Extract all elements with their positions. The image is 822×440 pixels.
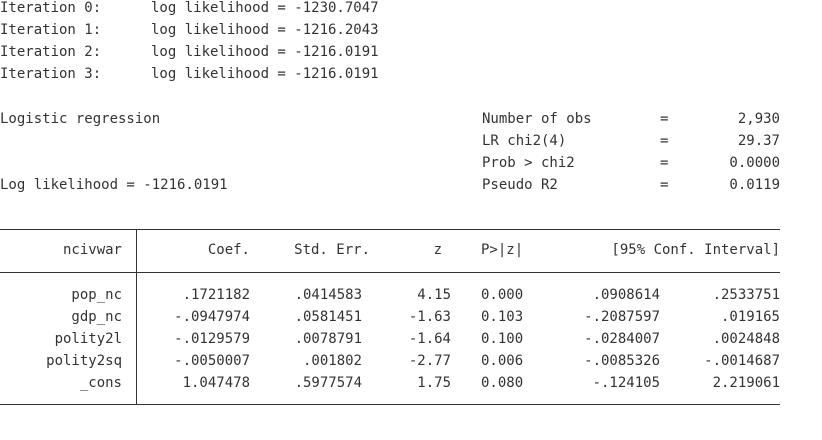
row-z: -1.63 [408,309,451,325]
stat-value-pseudor2: 0.0119 [729,177,780,193]
stat-label-lrchi2: LR chi2(4) [482,133,567,149]
table-depvar: ncivwar [62,242,122,258]
row-stderr: .0581451 [294,309,362,325]
row-coef: -.0947974 [174,309,250,325]
row-conf-high: .0024848 [712,331,780,347]
row-pvalue: 0.103 [481,309,524,325]
stat-eq-nobs: = [660,111,669,127]
row-pvalue: 0.006 [481,353,524,369]
stat-eq-probchi2: = [660,155,669,171]
row-stderr: .0078791 [294,331,362,347]
row-stderr: .5977574 [294,375,362,391]
model-title: Logistic regression [0,111,161,127]
row-var-gdp-nc: gdp_nc [71,309,122,325]
header-coef: Coef. [207,242,250,258]
stat-label-probchi2: Prob > chi2 [482,155,575,171]
iteration-3-label: Iteration 3: [0,66,102,82]
row-var-polity2sq: polity2sq [46,353,122,369]
header-conf-interval: [95% Conf. Interval] [611,242,780,258]
iteration-2-text: log likelihood = -1216.0191 [151,44,379,60]
row-conf-high: .2533751 [712,287,780,303]
row-stderr: .001802 [302,353,362,369]
stat-value-nobs: 2,930 [737,111,780,127]
row-coef: -.0129579 [174,331,250,347]
row-z: -1.64 [408,331,451,347]
row-var-cons: _cons [79,375,122,391]
table-top-rule [0,229,780,230]
row-z: 1.75 [417,375,451,391]
stat-label-nobs: Number of obs [482,111,592,127]
row-conf-low: -.0284007 [584,331,660,347]
table-divider [136,229,137,405]
stat-eq-lrchi2: = [660,133,669,149]
row-conf-high: 2.219061 [712,375,780,391]
iteration-2-label: Iteration 2: [0,44,102,60]
row-z: -2.77 [408,353,451,369]
table-bottom-rule [0,404,780,405]
row-coef: -.0050007 [174,353,250,369]
row-conf-low: -.124105 [592,375,660,391]
header-pvalue: P>|z| [481,242,524,258]
iteration-3-text: log likelihood = -1216.0191 [151,66,379,82]
row-conf-low: .0908614 [592,287,660,303]
stat-value-probchi2: 0.0000 [729,155,780,171]
stat-eq-pseudor2: = [660,177,669,193]
iteration-1-text: log likelihood = -1216.2043 [151,22,379,38]
iteration-0-text: log likelihood = -1230.7047 [151,0,379,16]
row-conf-high: -.0014687 [704,353,780,369]
iteration-0-label: Iteration 0: [0,0,102,16]
row-conf-low: -.2087597 [584,309,660,325]
row-conf-low: -.0085326 [584,353,660,369]
header-z: z [433,242,442,258]
row-coef: .1721182 [182,287,250,303]
header-stderr: Std. Err. [294,242,370,258]
row-z: 4.15 [417,287,451,303]
row-coef: 1.047478 [182,375,250,391]
row-pvalue: 0.000 [481,287,524,303]
row-conf-high: .019165 [720,309,780,325]
log-likelihood: Log likelihood = -1216.0191 [0,177,228,193]
table-header-rule [0,272,780,273]
stat-value-lrchi2: 29.37 [737,133,780,149]
iteration-1-label: Iteration 1: [0,22,102,38]
row-stderr: .0414583 [294,287,362,303]
row-pvalue: 0.100 [481,331,524,347]
stat-label-pseudor2: Pseudo R2 [482,177,558,193]
row-var-polity2l: polity2l [54,331,122,347]
row-var-pop-nc: pop_nc [71,287,122,303]
row-pvalue: 0.080 [481,375,524,391]
